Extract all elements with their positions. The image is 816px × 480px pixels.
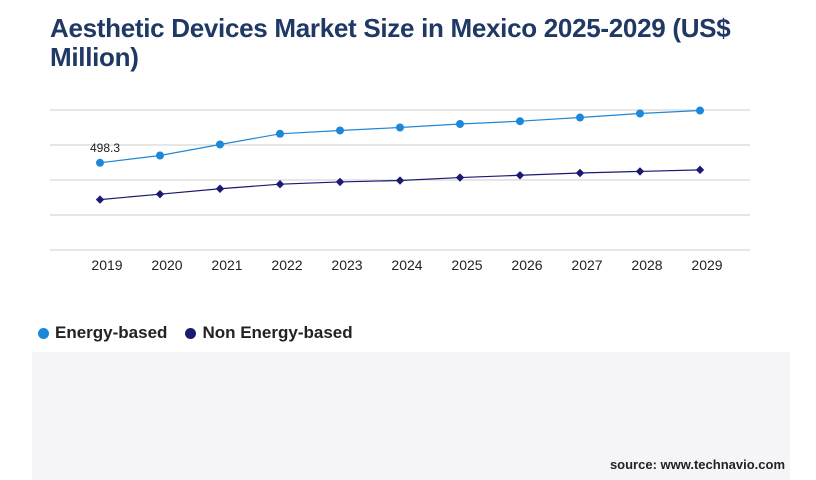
data-point [516, 117, 524, 126]
data-point [215, 184, 225, 193]
footer-panel [32, 352, 790, 480]
legend: Energy-based Non Energy-based [38, 323, 353, 343]
data-point [575, 168, 585, 178]
data-point [636, 109, 644, 118]
data-point [635, 167, 645, 176]
x-tick-label: 2020 [151, 257, 182, 273]
data-point [576, 113, 584, 122]
x-tick-label: 2026 [511, 257, 542, 273]
x-tick-label: 2023 [331, 257, 362, 273]
data-label: 498.3 [90, 141, 120, 155]
x-tick-label: 2022 [271, 257, 302, 273]
x-tick-label: 2029 [691, 257, 722, 273]
data-point [216, 140, 224, 149]
data-point [695, 165, 705, 175]
data-point [696, 106, 704, 115]
series-line [99, 109, 701, 164]
line-chart: 2019 2020 2021 2022 2023 2024 2025 2026 2027 2028… [50, 106, 750, 273]
data-point [396, 123, 404, 132]
x-axis-ticks: 2019 2020 2021 2022 2023 2024 2025 2026 2027 2028… [91, 257, 722, 273]
data-labels: 498.3 [90, 141, 120, 155]
x-tick-label: 2027 [571, 257, 602, 273]
data-point [156, 151, 164, 160]
data-point [395, 176, 405, 185]
data-point [155, 189, 165, 199]
data-point [95, 195, 105, 204]
data-point [336, 126, 344, 135]
chart-title: Aesthetic Devices Market Size in Mexico … [50, 13, 731, 72]
legend-label-non-energy-based: Non Energy-based [202, 323, 353, 342]
x-tick-label: 2025 [451, 257, 482, 273]
legend-marker-energy-based [38, 327, 49, 339]
data-point [515, 171, 525, 180]
x-tick-label: 2021 [211, 257, 242, 273]
data-point [275, 180, 285, 189]
data-point [455, 173, 465, 182]
legend-item-non-energy-based: Non Energy-based [185, 323, 353, 343]
data-point [96, 158, 104, 167]
legend-item-energy-based: Energy-based [38, 323, 167, 343]
legend-marker-non-energy-based [185, 327, 197, 339]
data-point [276, 129, 284, 138]
legend-label-energy-based: Energy-based [55, 323, 168, 342]
source-credit: source: www.technavio.com [609, 457, 785, 472]
x-tick-label: 2019 [91, 257, 122, 273]
data-point [456, 120, 464, 128]
series-points [95, 106, 705, 204]
x-tick-label: 2028 [631, 257, 662, 273]
data-point [335, 177, 345, 187]
x-tick-label: 2024 [391, 257, 422, 273]
